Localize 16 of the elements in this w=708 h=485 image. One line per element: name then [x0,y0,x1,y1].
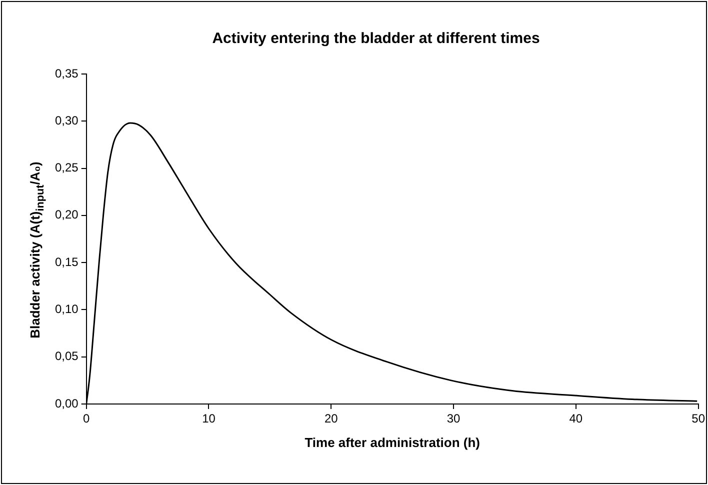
y-tick-label: 0,10 [54,302,79,316]
x-tick-label: 0 [83,412,90,426]
x-tick-label: 30 [446,412,461,426]
x-axis-title: Time after administration (h) [304,434,480,450]
x-tick-label: 50 [692,412,706,426]
y-tick-label: 0,25 [54,160,79,175]
x-tick-label: 10 [202,412,216,426]
x-tick-label: 40 [569,412,583,426]
y-tick-label: 0,35 [54,66,79,80]
y-tick-label: 0,00 [54,396,79,410]
y-tick-label: 0,05 [54,349,79,364]
y-tick-label: 0,30 [54,113,79,128]
y-tick-label: 0,20 [54,208,79,222]
y-tick-label: 0,15 [54,254,79,269]
chart-title: Activity entering the bladder at different times [212,30,540,48]
x-tick-label: 20 [324,412,338,426]
